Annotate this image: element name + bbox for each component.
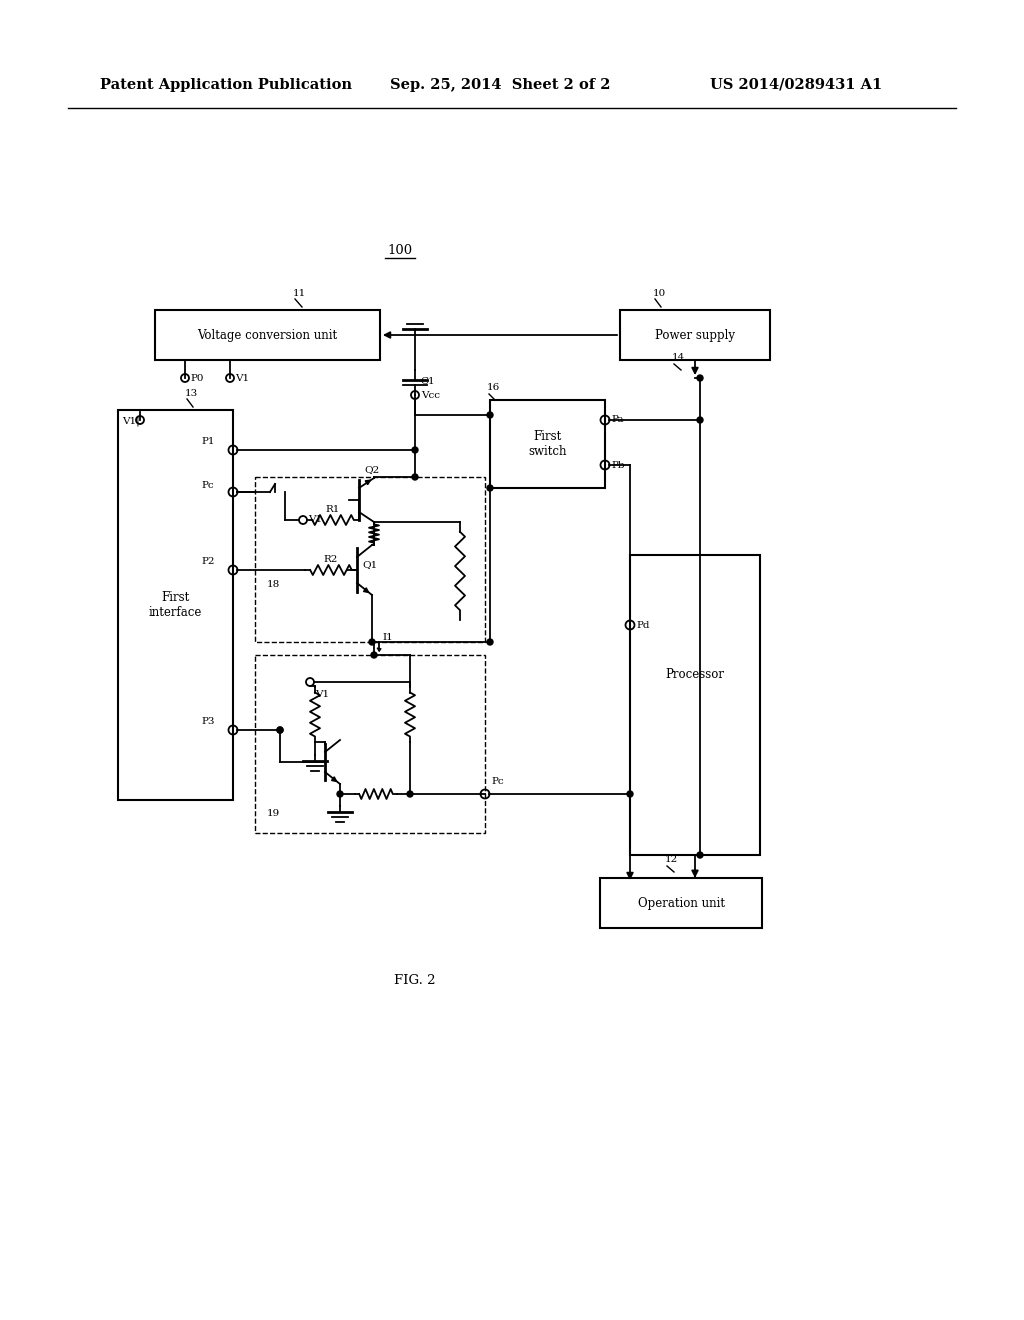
Text: V1: V1: [315, 690, 329, 700]
Text: Pc: Pc: [201, 480, 214, 490]
Text: Q2: Q2: [364, 466, 379, 474]
Text: Sep. 25, 2014  Sheet 2 of 2: Sep. 25, 2014 Sheet 2 of 2: [390, 78, 610, 92]
Bar: [118, 411, 233, 800]
Text: C1: C1: [420, 376, 434, 385]
Text: 18: 18: [267, 579, 281, 589]
Circle shape: [337, 791, 343, 797]
Bar: [255, 477, 485, 642]
Text: Pd: Pd: [636, 620, 649, 630]
Text: 100: 100: [387, 243, 413, 256]
Text: First
interface: First interface: [148, 591, 202, 619]
Text: Voltage conversion unit: Voltage conversion unit: [198, 329, 338, 342]
Text: P0: P0: [190, 374, 204, 383]
Text: P3: P3: [201, 718, 214, 726]
Text: Vcc: Vcc: [421, 391, 440, 400]
Text: I1: I1: [382, 632, 393, 642]
Text: Pc: Pc: [490, 777, 504, 787]
Text: V1: V1: [234, 374, 249, 383]
Text: R2: R2: [324, 554, 338, 564]
Text: Pb: Pb: [611, 461, 625, 470]
Text: Q1: Q1: [362, 561, 377, 569]
Text: V1: V1: [308, 516, 323, 524]
Text: 10: 10: [653, 289, 667, 297]
Circle shape: [697, 851, 703, 858]
Bar: [255, 655, 485, 833]
Text: P1: P1: [201, 437, 214, 446]
Circle shape: [369, 639, 375, 645]
Text: V1|: V1|: [122, 416, 139, 426]
Text: R1: R1: [326, 504, 340, 513]
Text: 16: 16: [487, 384, 501, 392]
Circle shape: [412, 447, 418, 453]
Text: P2: P2: [201, 557, 214, 566]
Text: Power supply: Power supply: [655, 329, 735, 342]
Bar: [620, 310, 770, 360]
Circle shape: [627, 791, 633, 797]
Circle shape: [487, 484, 493, 491]
Text: Pa: Pa: [611, 416, 624, 425]
Text: FIG. 2: FIG. 2: [394, 974, 436, 986]
Text: Operation unit: Operation unit: [638, 896, 725, 909]
Circle shape: [278, 727, 283, 733]
Bar: [600, 878, 762, 928]
Text: 11: 11: [293, 289, 306, 297]
Circle shape: [371, 652, 377, 657]
Circle shape: [487, 639, 493, 645]
Bar: [630, 554, 760, 855]
Text: Patent Application Publication: Patent Application Publication: [100, 78, 352, 92]
Bar: [155, 310, 380, 360]
Text: 12: 12: [665, 855, 678, 865]
Circle shape: [487, 412, 493, 418]
Text: Processor: Processor: [666, 668, 725, 681]
Circle shape: [697, 375, 703, 381]
Text: 14: 14: [672, 354, 685, 363]
Circle shape: [697, 417, 703, 422]
Circle shape: [278, 727, 283, 733]
Text: First
switch: First switch: [528, 430, 566, 458]
Bar: [490, 400, 605, 488]
Text: 19: 19: [267, 808, 281, 817]
Circle shape: [412, 474, 418, 480]
Circle shape: [407, 791, 413, 797]
Text: 13: 13: [185, 388, 199, 397]
Text: US 2014/0289431 A1: US 2014/0289431 A1: [710, 78, 883, 92]
